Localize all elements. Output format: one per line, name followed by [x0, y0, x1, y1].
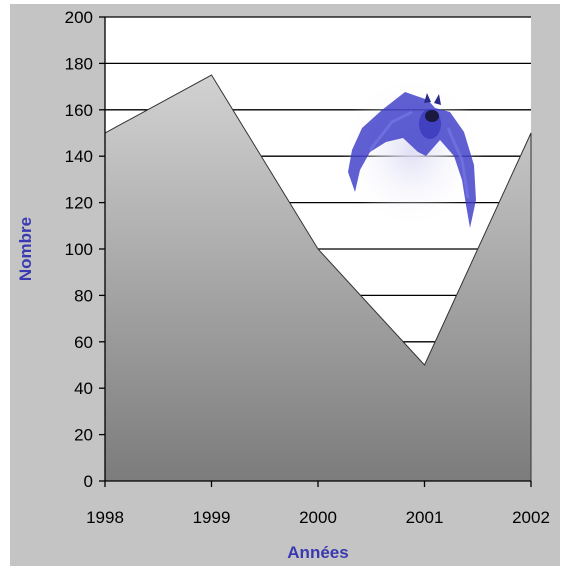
x-tick-labels: 1998 1999 2000 2001 2002: [86, 508, 550, 527]
y-tick-label: 200: [65, 8, 93, 27]
axes: [99, 16, 532, 487]
y-tick-label: 180: [65, 54, 93, 73]
x-tick-label: 2002: [512, 508, 550, 527]
y-axis-title: Nombre: [16, 217, 35, 281]
x-axis-title: Années: [287, 543, 348, 562]
y-tick-label: 60: [74, 333, 93, 352]
x-tick-label: 1998: [86, 508, 124, 527]
y-tick-label: 100: [65, 240, 93, 259]
y-tick-label: 40: [74, 379, 93, 398]
y-tick-label: 80: [74, 286, 93, 305]
y-tick-label: 20: [74, 426, 93, 445]
y-tick-label: 140: [65, 147, 93, 166]
y-tick-label: 0: [84, 472, 93, 491]
y-tick-labels: 0 20 40 60 80 100 120 140 160 180 200: [65, 8, 93, 491]
bat-clipart: [340, 74, 484, 230]
x-tick-label: 1999: [193, 508, 231, 527]
series-area: [104, 74, 532, 482]
x-tick-label: 2001: [406, 508, 444, 527]
y-tick-label: 160: [65, 101, 93, 120]
y-tick-label: 120: [65, 194, 93, 213]
x-tick-label: 2000: [299, 508, 337, 527]
